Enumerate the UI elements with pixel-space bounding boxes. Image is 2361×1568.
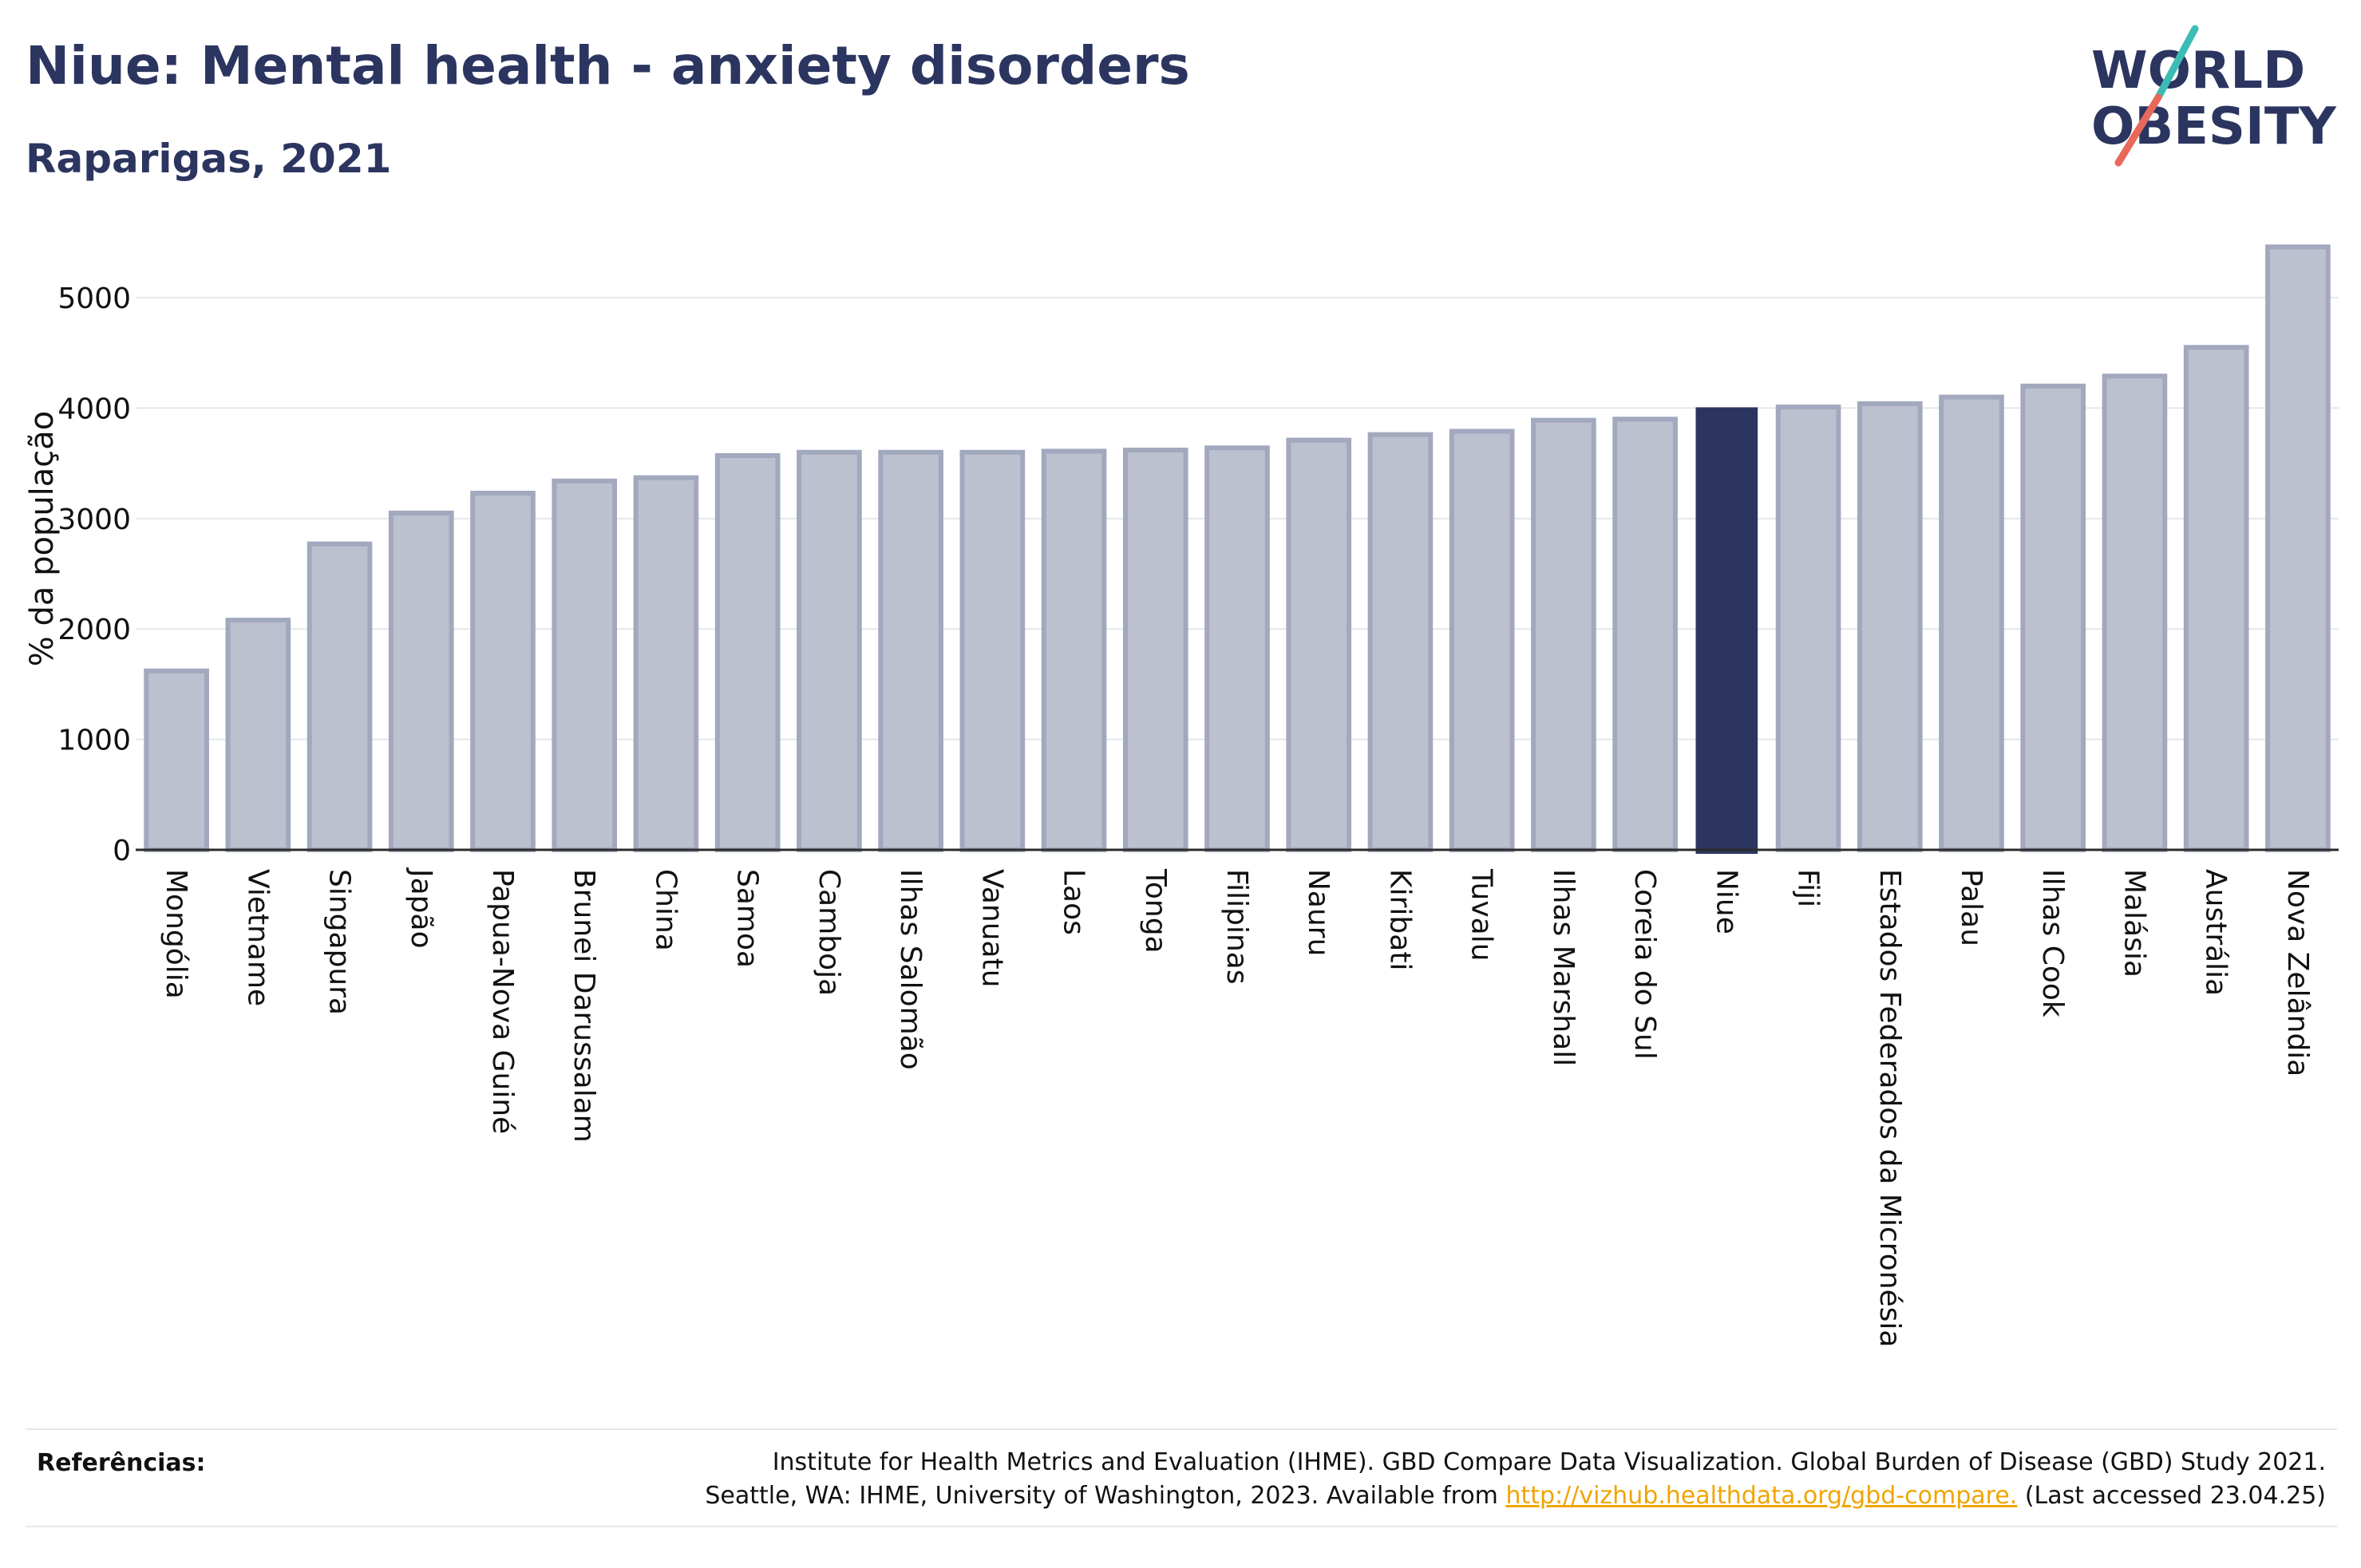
references-label: Referências: bbox=[37, 1449, 206, 1477]
bar-nova-zel-ndia bbox=[2265, 244, 2331, 852]
bar-estados-federados-da-micron-sia bbox=[1857, 401, 1923, 852]
page-title: Niue: Mental health - anxiety disorders bbox=[26, 35, 1190, 97]
bar-china bbox=[633, 475, 699, 853]
bar-vanuatu bbox=[959, 449, 1026, 852]
bar-tonga bbox=[1122, 448, 1188, 853]
bar-camboja bbox=[797, 449, 862, 852]
bar-laos bbox=[1041, 448, 1107, 852]
bar-jap-o bbox=[388, 510, 454, 852]
x-tick-label: Palau bbox=[1955, 869, 1987, 946]
references-line-1: Institute for Health Metrics and Evaluat… bbox=[772, 1448, 2326, 1476]
bar-tuvalu bbox=[1449, 429, 1515, 852]
x-tick-label: Nova Zelândia bbox=[2281, 869, 2314, 1076]
bar-fiji bbox=[1775, 405, 1841, 853]
bar-papua-nova-guin- bbox=[470, 490, 536, 853]
bar-austr-lia bbox=[2183, 345, 2249, 852]
logo-slash-teal bbox=[2154, 25, 2199, 101]
x-tick-label: Papua-Nova Guiné bbox=[486, 869, 519, 1134]
y-tick-label: 3000 bbox=[57, 504, 131, 536]
bar-samoa bbox=[714, 452, 781, 852]
references-divider-bottom bbox=[26, 1526, 2337, 1527]
logo-line-1: WORLD bbox=[2091, 41, 2305, 101]
x-tick-label: Fiji bbox=[1792, 869, 1825, 907]
x-tick-label: Mongólia bbox=[160, 869, 192, 999]
references-line-2-suffix: (Last accessed 23.04.25) bbox=[2017, 1482, 2326, 1510]
x-tick-label: Kiribati bbox=[1383, 869, 1416, 970]
bar-filipinas bbox=[1204, 445, 1270, 852]
bar-vietname bbox=[225, 618, 291, 853]
y-tick-label: 4000 bbox=[57, 393, 131, 425]
x-tick-label: Vanuatu bbox=[975, 869, 1008, 988]
x-tick-label: Coreia do Sul bbox=[1628, 869, 1661, 1060]
references-line-2-prefix: Seattle, WA: IHME, University of Washing… bbox=[705, 1482, 1506, 1510]
y-tick-label: 0 bbox=[113, 835, 131, 867]
references-divider-top bbox=[26, 1428, 2337, 1430]
x-tick-label: Japão bbox=[405, 867, 437, 949]
page-subtitle: Raparigas, 2021 bbox=[26, 136, 392, 182]
bars bbox=[144, 244, 2331, 854]
y-axis-ticks: 0 1000 2000 3000 4000 5000 bbox=[57, 282, 131, 867]
bar-ilhas-marshall bbox=[1531, 417, 1596, 852]
bar-kiribati bbox=[1367, 432, 1434, 852]
bar-nauru bbox=[1286, 437, 1352, 852]
bar-ilhas-salom-o bbox=[878, 449, 943, 852]
x-tick-label: Tuvalu bbox=[1465, 868, 1498, 962]
bar-niue bbox=[1695, 407, 1758, 854]
bar-mal-sia bbox=[2102, 373, 2168, 853]
bar-palau bbox=[1939, 394, 2004, 852]
x-tick-label: Brunei Darussalam bbox=[568, 869, 600, 1143]
world-obesity-logo: WORLD OBESITY bbox=[2091, 25, 2336, 167]
x-tick-label: Laos bbox=[1058, 869, 1090, 935]
x-tick-label: Malásia bbox=[2118, 869, 2150, 978]
x-tick-label: Estados Federados da Micronésia bbox=[1873, 869, 1906, 1348]
x-axis-ticks: Mongólia Vietname Singapura Japão Papua-Nova… bbox=[160, 867, 2314, 1348]
y-tick-label: 1000 bbox=[57, 725, 131, 757]
bar-singapura bbox=[306, 541, 373, 852]
bar-coreia-do-sul bbox=[1612, 417, 1678, 852]
x-tick-label: Ilhas Salomão bbox=[894, 869, 927, 1070]
x-tick-label: Ilhas Marshall bbox=[1547, 869, 1580, 1066]
x-tick-label: Austrália bbox=[2200, 869, 2232, 996]
x-tick-label: Camboja bbox=[813, 869, 845, 996]
y-tick-label: 5000 bbox=[57, 282, 131, 315]
x-tick-label: Samoa bbox=[731, 869, 764, 968]
bar-ilhas-cook bbox=[2020, 383, 2086, 852]
logo-slash-red bbox=[2114, 93, 2162, 167]
x-tick-label: Filipinas bbox=[1220, 869, 1253, 985]
references-link[interactable]: http://vizhub.healthdata.org/gbd-compare… bbox=[1505, 1482, 2018, 1510]
x-tick-label: Nauru bbox=[1302, 869, 1335, 956]
x-tick-label: Singapura bbox=[323, 869, 356, 1015]
bar-mong-lia bbox=[144, 668, 209, 853]
x-tick-label: Vietname bbox=[241, 869, 274, 1006]
x-tick-label: Niue bbox=[1710, 869, 1742, 934]
x-tick-label: China bbox=[649, 869, 682, 951]
y-axis-label: % da população bbox=[24, 411, 61, 667]
x-tick-label: Ilhas Cook bbox=[2036, 869, 2069, 1017]
bar-brunei-darussalam bbox=[552, 478, 618, 853]
x-tick-label: Tonga bbox=[1139, 868, 1172, 954]
references-line-2: Seattle, WA: IHME, University of Washing… bbox=[490, 1479, 2326, 1513]
y-tick-label: 2000 bbox=[57, 614, 131, 646]
references-text: Institute for Health Metrics and Evaluat… bbox=[490, 1446, 2326, 1513]
